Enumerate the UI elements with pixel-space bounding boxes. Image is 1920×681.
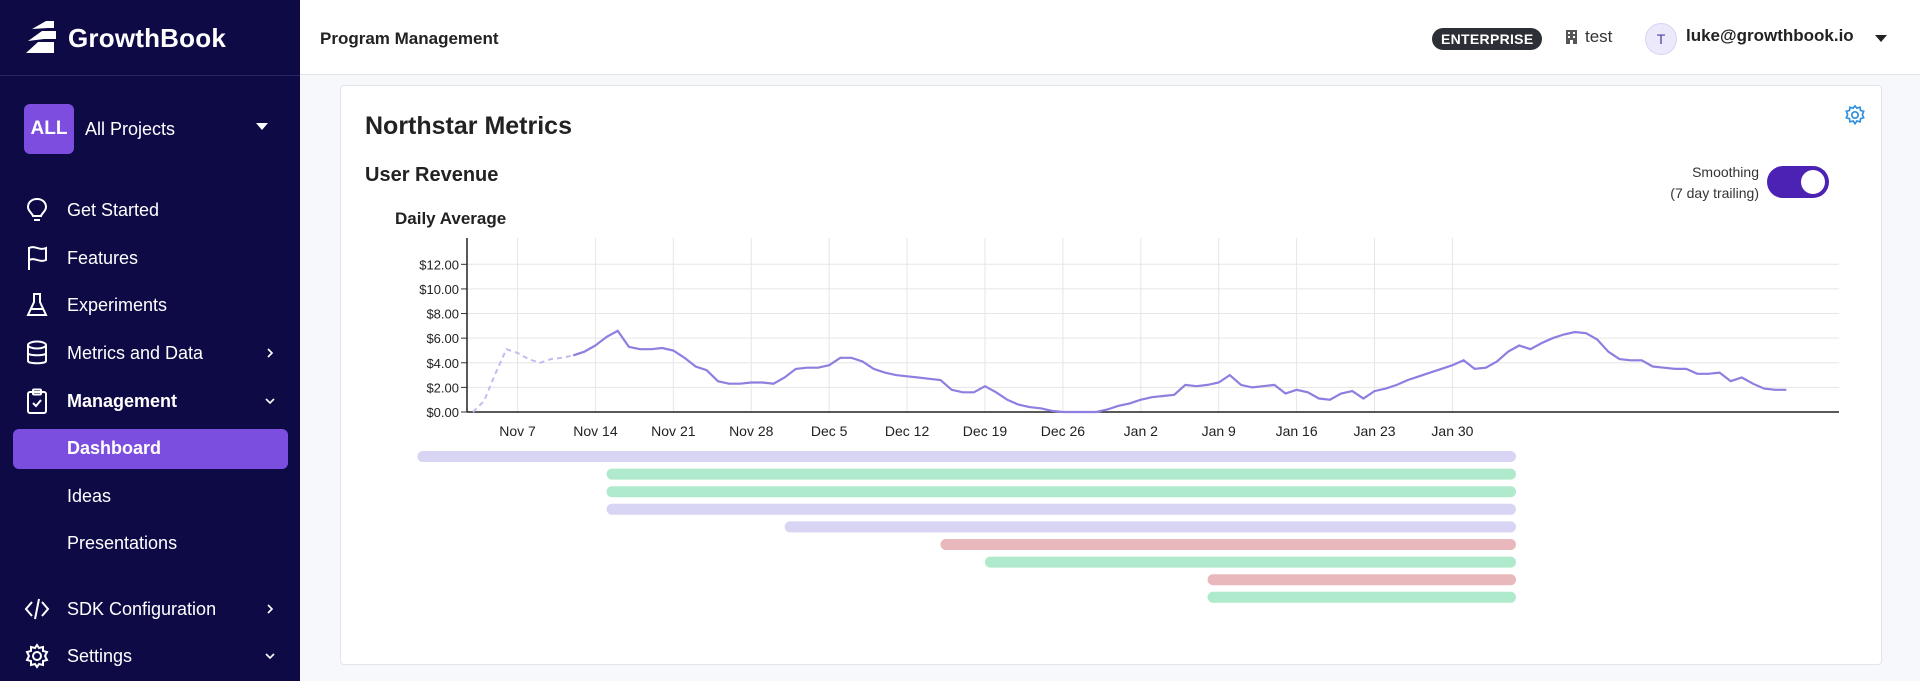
flask-icon [24,292,50,318]
x-tick-label: Nov 21 [651,423,696,439]
avatar[interactable]: T [1645,23,1677,55]
active-indicator [13,429,288,469]
chevron-down-icon [265,653,275,660]
caret-down-icon[interactable] [1875,35,1887,42]
chevron-right-icon [267,348,274,358]
lightbulb-icon [24,197,50,223]
sidebar-item-label: Metrics and Data [67,342,204,363]
metric-title: User Revenue [365,164,499,186]
sidebar-item-settings[interactable]: Settings [0,634,300,678]
smoothing-label-line1: Smoothing [1692,164,1759,180]
page-title: Program Management [320,29,499,48]
code-icon [24,596,50,622]
project-selector[interactable]: ALL All Projects [24,103,276,155]
smoothing-label-line2: (7 day trailing) [1670,185,1759,201]
chart-title: Daily Average [395,209,507,228]
y-tick-label: $2.00 [426,380,459,395]
project-badge: ALL [24,104,74,154]
clipboard-icon [24,388,50,414]
database-icon [24,340,50,366]
sidebar-item-dashboard[interactable]: Dashboard [67,438,162,458]
flag-icon [24,245,50,271]
x-tick-label: Dec 26 [1041,423,1086,439]
sidebar-item-sdk-configuration[interactable]: SDK Configuration [0,587,300,631]
chevron-right-icon [267,604,274,614]
northstar-card: Northstar Metrics User Revenue Smoothing… [340,85,1882,665]
timeline-bar [606,486,1516,498]
sidebar-item-experiments[interactable]: Experiments [0,283,300,327]
gear-icon [24,643,50,669]
x-tick-label: Dec 5 [811,423,848,439]
smoothing-label: Smoothing (7 day trailing) [1670,162,1759,204]
card-title: Northstar Metrics [365,112,572,140]
y-tick-label: $10.00 [419,282,459,297]
project-label: All Projects [85,118,176,139]
x-tick-label: Jan 16 [1276,423,1318,439]
timeline-bar [1207,591,1516,603]
timeline-bar [606,468,1516,480]
x-tick-label: Dec 12 [885,423,930,439]
y-tick-label: $12.00 [419,257,459,272]
app-name: GrowthBook [68,22,226,53]
growthbook-logo-icon [26,21,56,53]
sidebar-item-ideas[interactable]: Ideas [67,486,112,506]
toggle-knob [1801,170,1825,194]
x-tick-label: Jan 23 [1354,423,1396,439]
x-tick-label: Jan 30 [1431,423,1473,439]
x-tick-label: Jan 9 [1202,423,1236,439]
sidebar-item-label: SDK Configuration [67,598,217,619]
x-tick-label: Nov 14 [573,423,618,439]
smoothing-toggle[interactable] [1767,166,1829,198]
sidebar-item-label: Experiments [67,294,168,315]
chevron-down-icon [265,398,275,405]
y-tick-label: $4.00 [426,356,459,371]
timeline-bar [1207,574,1516,586]
sidebar-item-label: Management [67,390,178,411]
timeline-bar [606,503,1516,515]
org-selector[interactable]: test [1565,27,1612,47]
timeline-bar [940,539,1516,550]
x-tick-label: Nov 7 [499,423,536,439]
sidebar-item-label: Settings [67,645,133,666]
series-line-dashed [472,347,574,413]
timeline-bar [984,556,1516,568]
y-tick-label: $6.00 [426,331,459,346]
sidebar-item-presentations[interactable]: Presentations [67,533,178,553]
y-tick-label: $0.00 [426,405,459,420]
x-tick-label: Dec 19 [963,423,1008,439]
sidebar-divider [0,75,300,76]
sidebar-item-get-started[interactable]: Get Started [0,188,300,232]
building-icon [1566,30,1577,44]
daily-average-chart: $0.00 $2.00 $4.00 $6.00 $8.00 $10.00 $12.00 Nov… [417,238,1839,603]
topbar: Program Management ENTERPRISE test T luk… [300,0,1920,75]
sidebar-item-metrics-and-data[interactable]: Metrics and Data [0,331,300,375]
sidebar: GrowthBook ALL All Projects Get Started … [0,0,300,681]
series-line [572,329,1787,414]
sidebar-item-label: Features [67,247,139,268]
sidebar-item-label: Get Started [67,199,160,220]
y-tick-label: $8.00 [426,307,459,322]
timeline-bar [784,521,1516,533]
x-tick-label: Jan 2 [1124,423,1158,439]
x-tick-label: Nov 28 [729,423,774,439]
sidebar-item-management[interactable]: Management [0,379,300,423]
gear-icon[interactable] [1844,104,1866,126]
timeline-bar [417,451,1517,462]
logo[interactable]: GrowthBook [24,18,226,58]
user-menu[interactable]: luke@growthbook.io [1686,26,1854,45]
org-name: test [1585,27,1613,46]
caret-down-icon [256,123,268,130]
sidebar-item-features[interactable]: Features [0,236,300,280]
plan-badge: ENTERPRISE [1432,28,1543,50]
